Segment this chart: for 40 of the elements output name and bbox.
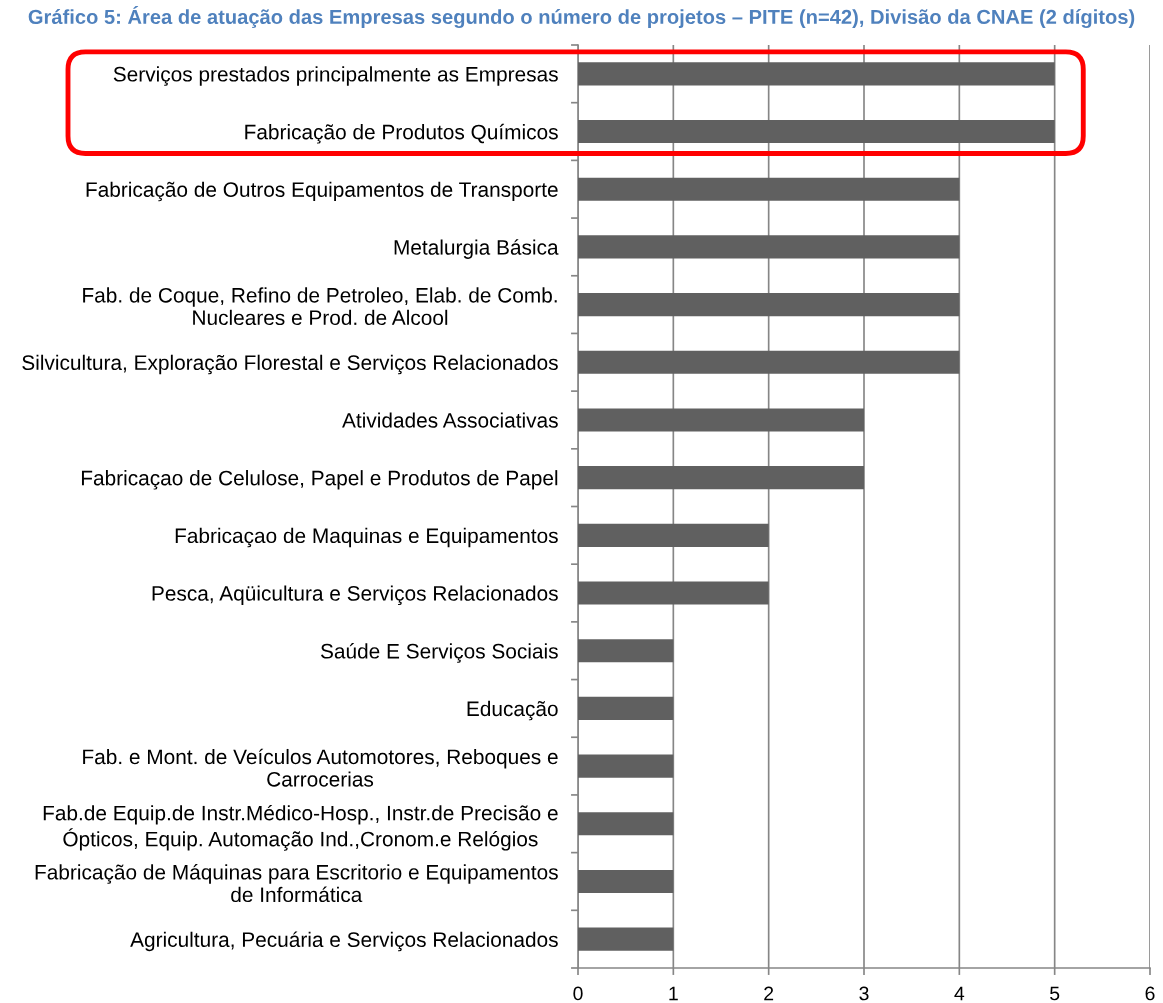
y-tick-label: Agricultura, Pecuária e Serviços Relacionados: [130, 931, 558, 952]
y-tick-label: Fabricação de Outros Equipamentos de Transporte: [86, 181, 558, 202]
bar: [578, 119, 1055, 144]
bar: [578, 754, 674, 778]
bar: [578, 408, 864, 432]
x-tick-label: 6: [1145, 986, 1155, 1001]
y-tick-label: Fab.de Equip.de Instr.Médico-Hosp., Instr.de Precisão e Ópticos, Equip. Automação Ind.,Cronom.e Relógios: [43, 804, 558, 851]
x-tick-label: 5: [1050, 986, 1060, 1001]
y-tick-label: Educação: [467, 700, 558, 721]
y-tick-label: Fabricação de Máquinas para Escritorio e Equipamentos de Informática: [35, 864, 558, 903]
bar: [578, 696, 674, 720]
y-tick-label: Fabricaçao de Celulose, Papel e Produtos de Papel: [81, 470, 558, 490]
bar: [578, 350, 960, 374]
y-tick-label: Saúde E Serviços Sociais: [320, 643, 558, 663]
bar: [578, 812, 674, 836]
x-tick-label: 4: [954, 986, 965, 1001]
bar: [578, 62, 1055, 86]
x-tick-label: 1: [669, 986, 678, 1001]
y-tick-label: Silvicultura, Exploração Florestal e Serviços Relacionados: [22, 354, 558, 375]
bar: [578, 581, 769, 605]
bar: [578, 523, 769, 547]
bar: [578, 177, 960, 201]
bar: [578, 293, 960, 317]
y-tick-label: Serviços prestados principalmente as Empresas: [113, 66, 558, 86]
bar: [578, 466, 864, 490]
bar: [578, 869, 674, 894]
bar: [578, 639, 674, 663]
y-tick-label: Fabricação de Produtos Químicos: [245, 123, 558, 144]
y-tick-label: Fab. de Coque, Refino de Petroleo, Elab. de Comb. Nucleares e Prod. de Alcool: [83, 287, 557, 326]
y-tick-label: Pesca, Aqüicultura e Serviços Relacionados: [152, 585, 558, 605]
y-tick-label: Fab. e Mont. de Veículos Automotores, Reboques e Carrocerias: [83, 748, 558, 787]
x-tick-label: 3: [859, 986, 869, 1001]
chart-title: Gráfico 5: Área de atuação das Empresas segundo o número de projetos – PITE (n=42), Divisão da CNAE (2 dígitos): [28, 6, 1135, 29]
y-tick-label: Metalurgia Básica: [394, 239, 559, 259]
y-tick-label: Atividades Associativas: [342, 412, 558, 428]
x-tick-label: 0: [573, 986, 583, 1001]
bar: [578, 927, 674, 951]
x-tick-label: 2: [764, 986, 774, 1001]
y-tick-label: Fabricaçao de Maquinas e Equipamentos: [175, 527, 558, 548]
bar: [578, 235, 960, 259]
